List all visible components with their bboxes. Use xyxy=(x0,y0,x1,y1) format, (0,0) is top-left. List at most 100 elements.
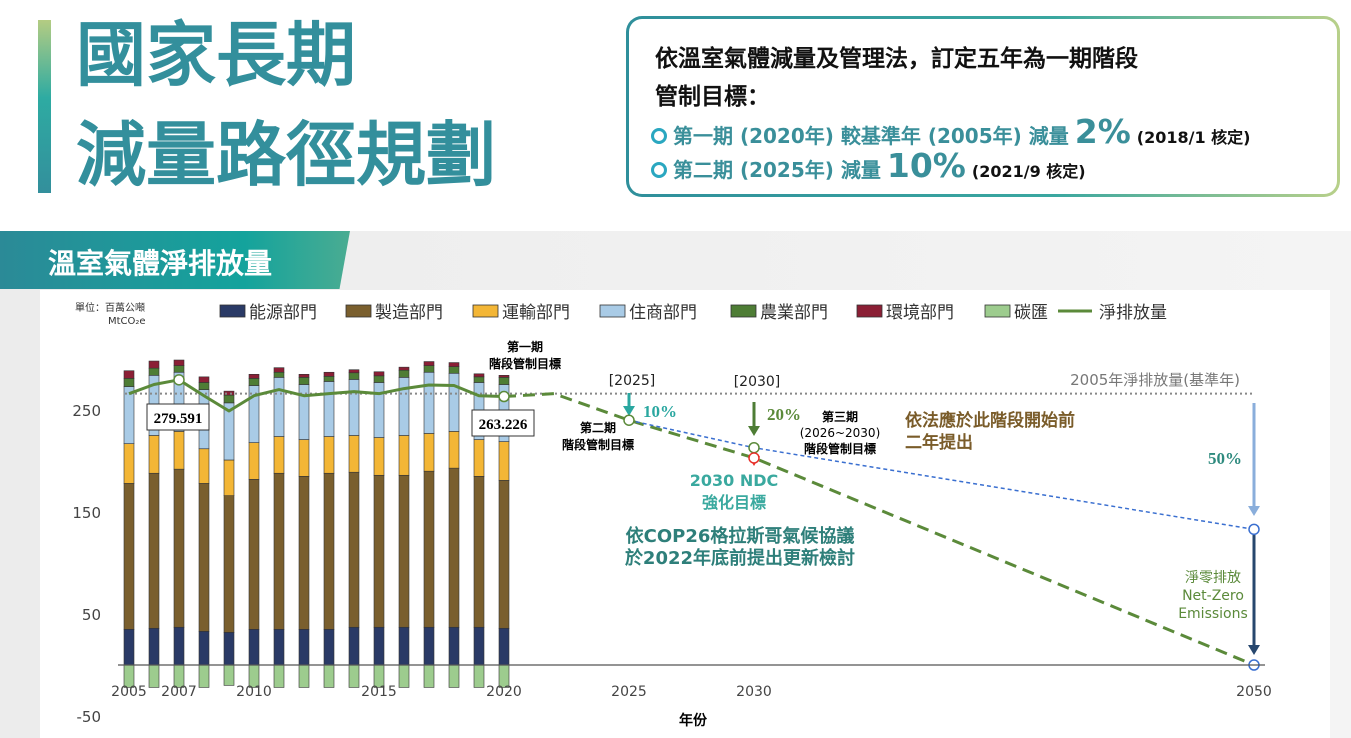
bar-segment-sink xyxy=(398,664,410,688)
bar-segment-transport xyxy=(323,436,335,474)
bar-segment-transport xyxy=(148,435,160,474)
bar-segment-transport xyxy=(473,439,485,477)
bar-segment-transport xyxy=(423,433,435,472)
bar-segment-agriculture xyxy=(198,382,210,390)
bar-segment-environment xyxy=(448,362,460,367)
x-tick-label: 2020 xyxy=(486,684,522,700)
bar-segment-transport xyxy=(298,439,310,477)
bar-segment-energy xyxy=(298,628,310,666)
bar-segment-sink xyxy=(323,664,335,688)
x-tick-label: 2005 xyxy=(111,684,147,700)
bar-segment-energy xyxy=(173,626,185,666)
bar-segment-environment xyxy=(498,375,510,378)
bar-segment-agriculture xyxy=(148,367,160,376)
bar-segment-sink xyxy=(348,664,360,688)
bar-segment-agriculture xyxy=(173,365,185,373)
x-tick-label: 2030 xyxy=(736,684,772,700)
legend-label: 製造部門 xyxy=(375,303,443,323)
year-2030-label: [2030] xyxy=(734,374,781,390)
bar-segment-transport xyxy=(173,431,185,470)
phase2-label: 第二期 xyxy=(580,420,616,435)
y-tick-label: -50 xyxy=(77,708,102,726)
bar-segment-transport xyxy=(223,459,235,496)
bar-segment-residential xyxy=(423,371,435,434)
arrow-20pct-head xyxy=(748,426,760,436)
page-title-line2: 減量路徑規劃 xyxy=(76,114,496,196)
legend-label: 運輸部門 xyxy=(502,303,570,323)
bar-segment-sink xyxy=(198,664,210,688)
legend-label: 農業部門 xyxy=(760,303,828,323)
goal-item-value: 10% xyxy=(886,146,966,185)
bar-segment-residential xyxy=(348,379,360,436)
bar-segment-transport xyxy=(273,436,285,474)
data-point-marker xyxy=(748,452,760,464)
bar-segment-environment xyxy=(273,367,285,373)
title-accent-bar xyxy=(38,20,51,193)
legend-swatch-manufacturing xyxy=(345,304,372,318)
circle-bullet-icon xyxy=(651,128,667,144)
phase2-label-2: 階段管制目標 xyxy=(562,437,634,452)
bar-segment-residential xyxy=(123,386,135,444)
data-label-box xyxy=(471,409,535,437)
section-title: 溫室氣體淨排放量 xyxy=(48,247,273,280)
netzero-label-2: Net-Zero xyxy=(1182,588,1244,604)
bar-segment-residential xyxy=(448,372,460,432)
bar-segment-sink xyxy=(448,664,460,688)
legend-swatch-environment xyxy=(856,304,883,318)
bar-segment-transport xyxy=(248,442,260,480)
bar-segment-agriculture xyxy=(123,378,135,387)
bar-segment-transport xyxy=(348,435,360,473)
data-label: 263.226 xyxy=(479,417,528,433)
netzero-label: 淨零排放 xyxy=(1185,570,1241,586)
data-point-marker xyxy=(173,374,185,386)
bar-segment-environment xyxy=(348,369,360,374)
bar-segment-sink xyxy=(273,664,285,688)
goal-item-note: (2018/1 核定) xyxy=(1136,128,1251,147)
bar-segment-sink xyxy=(298,664,310,688)
ndc-label: 2030 NDC xyxy=(690,471,779,490)
pct20-label: 20% xyxy=(767,405,801,424)
bar-segment-transport xyxy=(373,437,385,476)
bar-segment-agriculture xyxy=(398,369,410,378)
bar-segment-agriculture xyxy=(498,377,510,385)
bar-segment-energy xyxy=(223,632,235,666)
bar-segment-manufacturing xyxy=(148,472,160,629)
data-label: 279.591 xyxy=(154,411,203,427)
legend-label: 能源部門 xyxy=(249,303,317,323)
year-2025-label: [2025] xyxy=(609,373,656,389)
data-point-marker xyxy=(1248,523,1260,536)
bar-segment-manufacturing xyxy=(498,480,510,629)
bar-segment-environment xyxy=(373,371,385,377)
data-point-marker xyxy=(498,390,510,403)
phase3-label-3: 階段管制目標 xyxy=(804,441,876,456)
bar-segment-manufacturing xyxy=(323,472,335,630)
bar-segment-manufacturing xyxy=(273,472,285,630)
goal-item: 第二期 (2025年) 減量 10% (2021/9 核定) xyxy=(651,146,1086,185)
circle-bullet-icon xyxy=(651,162,667,178)
legend-swatch-agriculture xyxy=(730,304,757,318)
data-point-marker xyxy=(623,414,635,426)
bar-segment-environment xyxy=(248,373,260,379)
bar-segment-energy xyxy=(448,626,460,666)
bar-segment-sink xyxy=(148,664,160,688)
legend-swatch-residential xyxy=(599,304,626,318)
cop26-note-2: 於2022年底前提出更新檢討 xyxy=(625,547,855,569)
bar-segment-environment xyxy=(473,373,485,378)
legend-label: 環境部門 xyxy=(886,303,954,323)
bar-segment-energy xyxy=(273,628,285,666)
cop26-note: 依COP26格拉斯哥氣候協議 xyxy=(626,525,855,547)
netzero-label-3: Emissions xyxy=(1178,606,1248,622)
goal-item-note: (2021/9 核定) xyxy=(971,162,1086,181)
page-title-line1: 國家長期 xyxy=(76,14,356,96)
bar-segment-energy xyxy=(373,626,385,666)
bar-segment-environment xyxy=(173,359,185,366)
law-note-2: 二年提出 xyxy=(905,432,973,453)
section-banner: 溫室氣體淨排放量 xyxy=(0,231,350,289)
bar-segment-manufacturing xyxy=(398,474,410,628)
bar-segment-agriculture xyxy=(298,377,310,385)
phase1-label-2: 階段管制目標 xyxy=(489,356,561,371)
baseline-label: 2005年淨排放量(基準年) xyxy=(1070,371,1240,389)
data-point-marker xyxy=(748,441,760,454)
arrow-50pct-head xyxy=(1248,506,1260,516)
